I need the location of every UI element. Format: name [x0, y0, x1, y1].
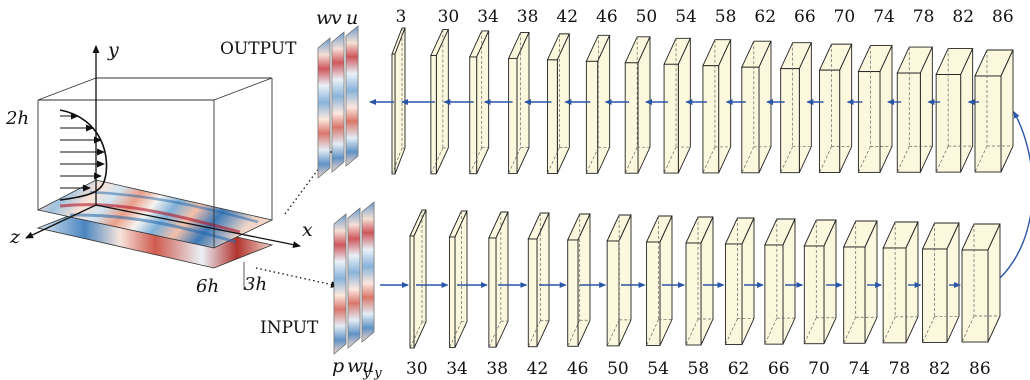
encoder-layer-label: 34: [446, 359, 468, 379]
decoder-layer: [741, 40, 772, 174]
decoder-layer-label: 50: [636, 7, 658, 27]
decoder-layer: [546, 33, 571, 174]
decoder-layer: [507, 31, 530, 175]
encoder-layer-label: 78: [889, 359, 911, 379]
encoder-layer: [921, 222, 960, 343]
decoder-layer: [391, 27, 406, 175]
profile-arrows: [60, 112, 105, 192]
encoder-layer: [882, 221, 919, 344]
encoder-layer: [488, 211, 509, 348]
output-field-stack: OUTPUT wv u: [220, 7, 359, 179]
output-field-label: v: [331, 7, 342, 29]
width-label: 3h: [244, 274, 267, 295]
output-field-panel: [331, 31, 345, 173]
decoder-layer-label: 62: [754, 7, 776, 27]
encoder-layer-label: 82: [929, 359, 951, 379]
output-field-label: w: [316, 7, 332, 29]
output-field-panel: [345, 25, 359, 167]
decoder-layer: [663, 37, 692, 174]
output-field-label: u: [346, 7, 358, 29]
encoder-layer: [961, 223, 1001, 343]
decoder-layer-label: 70: [834, 7, 856, 27]
decoder-layer-label: 66: [794, 7, 816, 27]
encoder-layer: [843, 220, 878, 344]
encoder-layer-label: 42: [527, 359, 549, 379]
encoder-layer: [527, 212, 550, 348]
input-label: INPUT: [260, 318, 319, 338]
encoder-layers: 30 34 38 42 46 50 54 58 62 66 70 74 78 82 86: [380, 209, 1001, 379]
input-field-panel: [361, 201, 375, 343]
encoder-layer-label: 62: [728, 359, 750, 379]
encoder-layer: [724, 217, 755, 346]
decoder-layer-label: 46: [596, 7, 618, 27]
decoder-layer: [430, 29, 450, 175]
input-field-panel: [347, 207, 361, 349]
decoder-layer-label: 86: [992, 7, 1014, 27]
encoder-layer-label: 30: [406, 359, 428, 379]
decoder-layer: [702, 39, 732, 174]
decoder-layer-label: 34: [477, 7, 499, 27]
encoder-layer-label: 38: [486, 359, 508, 379]
encoder-layer: [685, 216, 714, 346]
decoder-layer: [935, 48, 974, 173]
bottleneck-arrow: [999, 111, 1030, 279]
decoder-layer-label: 42: [556, 7, 578, 27]
input-field-label: p: [332, 355, 344, 377]
length-label: 6h: [196, 276, 219, 297]
decoder-layer: [585, 34, 611, 174]
encoder-layer-label: 86: [969, 359, 991, 379]
decoder-layer: [779, 42, 813, 174]
decoder-layer-label: 74: [873, 7, 895, 27]
input-field-panel: [333, 213, 347, 355]
output-connector: [284, 139, 341, 215]
output-label: OUTPUT: [220, 39, 297, 59]
decoder-layer-label: 82: [952, 7, 974, 27]
decoder-layer: [624, 36, 651, 174]
x-axis-label: x: [302, 219, 313, 241]
decoder-layer-label: 58: [715, 7, 737, 27]
velocity-profile: [59, 109, 108, 201]
decoder-layer-label: 30: [438, 7, 460, 27]
decoder-layer: [818, 43, 853, 173]
output-field-panel: [317, 37, 331, 179]
decoder-layer: [857, 45, 893, 173]
z-axis-label: z: [9, 226, 21, 248]
decoder-layer-label: 38: [517, 7, 539, 27]
encoder-layer-label: 50: [607, 359, 629, 379]
channel-domain: y x z 2h 6h 3h: [5, 39, 313, 297]
z-axis: [25, 204, 97, 239]
encoder-layer-label: 54: [647, 359, 669, 379]
encoder-layer-label: 66: [768, 359, 790, 379]
input-field-label: uy: [362, 355, 382, 380]
decoder-layer-label: 3: [396, 7, 407, 27]
y-axis-label: y: [107, 39, 119, 61]
decoder-layer-label: 54: [675, 7, 697, 27]
decoder-layer: [896, 46, 934, 173]
encoder-layer-label: 58: [688, 359, 710, 379]
encoder-layer: [645, 215, 673, 346]
encoder-layer: [764, 218, 796, 345]
input-connector: [255, 267, 339, 288]
decoder-layer-label: 78: [913, 7, 935, 27]
encoder-layer: [448, 210, 468, 349]
height-label: 2h: [5, 108, 29, 129]
encoder-layer-label: 74: [848, 359, 870, 379]
encoder-layer: [606, 214, 632, 347]
encoder-layer: [567, 213, 591, 347]
encoder-layer-label: 70: [808, 359, 830, 379]
encoder-layer: [409, 209, 427, 349]
encoder-layer: [803, 219, 837, 345]
decoder-layer: [469, 30, 490, 175]
decoder-layer: [974, 49, 1014, 173]
x-axis: [95, 204, 301, 249]
encoder-layer-label: 46: [567, 359, 589, 379]
decoder-layers: 3 30 34 38 42 46 50 54 58 62 66 70 74 78 82 86: [369, 7, 1014, 175]
